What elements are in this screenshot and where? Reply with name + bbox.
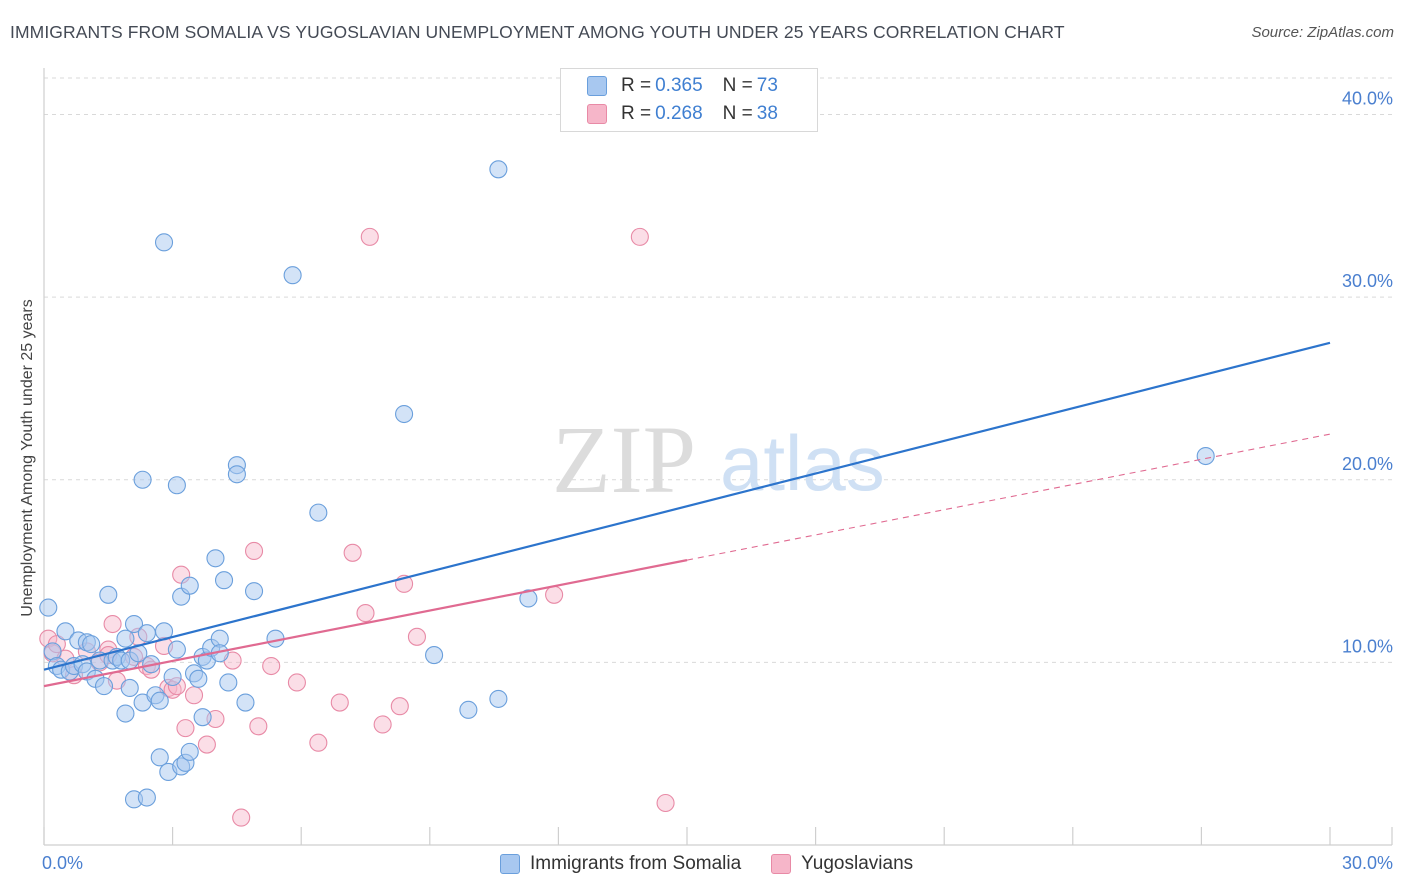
r-value: 0.365 bbox=[655, 75, 703, 96]
yugoslavians-point bbox=[545, 585, 564, 604]
r-label: R = bbox=[621, 103, 652, 124]
legend-swatch-somalia bbox=[587, 76, 607, 96]
x-tick-label: 0.0% bbox=[42, 853, 83, 873]
yugoslavians-point bbox=[249, 717, 268, 736]
n-label: N = bbox=[722, 103, 753, 124]
somalia-point bbox=[219, 673, 238, 692]
r-value: 0.268 bbox=[655, 103, 703, 124]
somalia-point bbox=[137, 624, 156, 643]
somalia-point bbox=[425, 646, 444, 665]
legend-swatch-yugoslavians bbox=[587, 104, 607, 124]
legend-item-yugoslavians: Yugoslavians bbox=[771, 853, 913, 875]
somalia-point bbox=[167, 476, 186, 495]
somalia-point bbox=[459, 700, 478, 719]
grid-layer bbox=[44, 77, 1392, 663]
somalia-point bbox=[227, 465, 246, 484]
yugoslavians-point bbox=[309, 733, 328, 752]
yugoslavians-point bbox=[232, 808, 251, 827]
somalia-point bbox=[167, 640, 186, 659]
somalia-point bbox=[206, 549, 225, 568]
somalia-point bbox=[154, 233, 174, 252]
source-label: Source: ZipAtlas.com bbox=[1251, 24, 1394, 41]
watermark: ZIP atlas bbox=[552, 406, 885, 513]
somalia-point bbox=[150, 748, 169, 767]
trend-lines bbox=[43, 341, 1331, 688]
somalia-point bbox=[94, 677, 114, 696]
somalia-point bbox=[214, 571, 234, 590]
y-tick-label: 20.0% bbox=[1342, 454, 1393, 474]
yugoslavians-point bbox=[630, 227, 649, 246]
legend-row-somalia: R = 0.365 N = 73 bbox=[587, 75, 778, 97]
somalia-point bbox=[56, 622, 75, 641]
watermark-zip: ZIP bbox=[552, 406, 696, 513]
yugoslavians-point bbox=[330, 693, 349, 712]
somalia-point bbox=[519, 589, 538, 608]
n-value: 73 bbox=[756, 75, 778, 96]
yugoslavians-point bbox=[287, 673, 306, 692]
yugoslavians-point bbox=[390, 697, 409, 716]
somalia-point bbox=[116, 629, 135, 648]
yugoslavians-point bbox=[407, 627, 426, 646]
y-tick-label: 40.0% bbox=[1342, 89, 1393, 109]
legend-item-somalia: Immigrants from Somalia bbox=[500, 853, 741, 875]
somalia-point bbox=[395, 404, 414, 424]
somalia-point bbox=[309, 503, 328, 522]
y-tick-label: 10.0% bbox=[1342, 636, 1393, 656]
yugoslavians-point bbox=[176, 719, 195, 738]
yugoslavians-point bbox=[656, 793, 675, 813]
yugoslavians-point bbox=[103, 614, 122, 634]
somalia-point bbox=[180, 576, 199, 595]
legend-swatch-somalia bbox=[500, 854, 520, 874]
yugoslavians-point bbox=[356, 604, 375, 623]
yugoslavians-point bbox=[184, 686, 204, 705]
somalia-point bbox=[82, 635, 101, 654]
axis-layer: 10.0% 20.0% 30.0% 40.0% 0.0% 30.0% bbox=[42, 68, 1393, 873]
somalia-point bbox=[236, 693, 255, 712]
legend-row-yugoslavians: R = 0.268 N = 38 bbox=[587, 103, 778, 125]
n-label: N = bbox=[722, 75, 753, 96]
legend-label-somalia: Immigrants from Somalia bbox=[530, 853, 742, 874]
yugoslavians-point bbox=[262, 656, 281, 676]
x-tick-label: 30.0% bbox=[1342, 853, 1393, 873]
somalia-point bbox=[489, 689, 508, 708]
yugoslavians-point bbox=[360, 227, 379, 246]
somalia-point bbox=[1196, 446, 1215, 466]
yugoslavians-points bbox=[39, 227, 675, 827]
somalia-point bbox=[99, 585, 118, 604]
somalia-point bbox=[489, 160, 508, 179]
yugoslavians-point bbox=[244, 541, 264, 561]
correlation-legend: R = 0.365 N = 73 R = 0.268 N = 38 bbox=[560, 68, 818, 132]
yugoslavians-trend-line bbox=[43, 559, 688, 688]
y-axis-label: Unemployment Among Youth under 25 years bbox=[19, 299, 36, 617]
yugoslavians-point bbox=[197, 735, 216, 754]
somalia-point bbox=[283, 266, 302, 285]
somalia-point bbox=[120, 678, 139, 697]
somalia-point bbox=[124, 614, 144, 634]
somalia-point bbox=[39, 598, 58, 617]
yugoslavians-point bbox=[343, 543, 362, 562]
series-legend: Immigrants from Somalia Yugoslavians bbox=[500, 853, 943, 875]
somalia-points bbox=[39, 160, 1215, 809]
somalia-point bbox=[244, 582, 264, 601]
legend-swatch-yugoslavians bbox=[771, 854, 792, 874]
somalia-point bbox=[163, 667, 182, 687]
somalia-point bbox=[116, 704, 135, 723]
chart-title: IMMIGRANTS FROM SOMALIA VS YUGOSLAVIAN U… bbox=[10, 22, 1065, 42]
r-label: R = bbox=[621, 75, 652, 96]
n-value: 38 bbox=[756, 103, 778, 124]
somalia-point bbox=[180, 742, 199, 761]
somalia-point bbox=[193, 708, 212, 727]
somalia-point bbox=[189, 669, 208, 688]
yugoslavians-point bbox=[373, 715, 392, 734]
somalia-point bbox=[150, 691, 169, 710]
somalia-point bbox=[137, 788, 156, 807]
somalia-trend-line bbox=[43, 341, 1331, 671]
legend-label-yugoslavians: Yugoslavians bbox=[801, 853, 914, 874]
somalia-point bbox=[133, 470, 152, 489]
y-tick-label: 30.0% bbox=[1342, 271, 1393, 291]
